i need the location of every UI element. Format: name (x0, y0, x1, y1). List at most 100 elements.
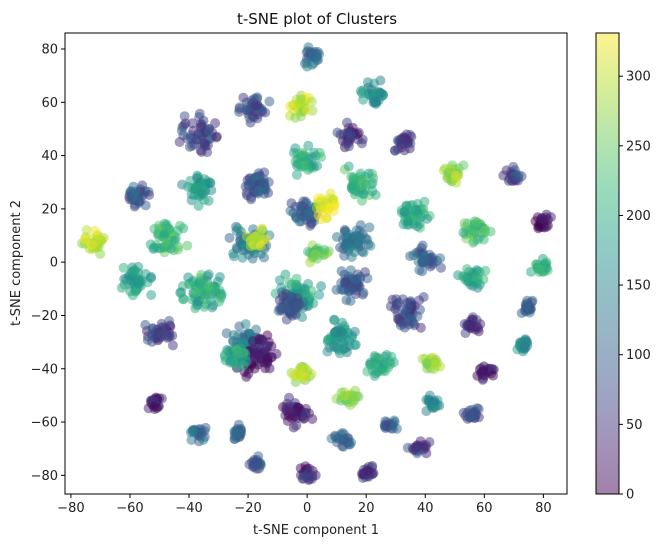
data-point (341, 277, 351, 287)
data-point (370, 96, 381, 107)
data-point (361, 180, 371, 190)
data-point (164, 315, 175, 326)
data-point (316, 281, 327, 292)
data-point (295, 463, 306, 474)
data-point (501, 165, 512, 176)
data-point (355, 86, 366, 97)
data-point (428, 364, 439, 375)
data-point (261, 340, 272, 351)
data-point (241, 231, 252, 242)
y-tick-label: 40 (41, 149, 58, 164)
data-point (294, 98, 305, 109)
y-tick-label: −80 (31, 469, 58, 484)
data-point (375, 75, 386, 86)
data-point (349, 326, 360, 337)
data-point (214, 285, 225, 296)
data-point (89, 225, 100, 236)
colorbar-tick-label: 100 (626, 348, 651, 363)
data-point (301, 57, 312, 68)
data-point (368, 468, 379, 478)
data-point (192, 181, 203, 191)
y-tick-label: 80 (41, 42, 58, 57)
data-point (130, 286, 141, 297)
data-point (287, 406, 298, 417)
data-point (467, 281, 478, 291)
colorbar-tick-label: 200 (626, 209, 651, 224)
data-point (277, 291, 288, 302)
data-point (341, 295, 352, 306)
data-point (422, 213, 433, 224)
data-point (182, 240, 193, 251)
data-point (411, 205, 422, 216)
data-point (286, 198, 297, 209)
data-point (145, 273, 156, 283)
data-point (415, 322, 426, 333)
y-tick-label: −20 (31, 309, 58, 324)
data-point (124, 278, 135, 289)
y-tick-label: −60 (31, 416, 58, 431)
data-point (148, 242, 159, 253)
data-point (354, 231, 365, 242)
data-point (369, 351, 380, 361)
data-point (402, 216, 413, 227)
data-point (367, 186, 378, 197)
data-point (462, 264, 472, 274)
data-point (386, 351, 397, 362)
data-point (408, 250, 419, 261)
data-point (458, 407, 469, 418)
data-point (118, 262, 129, 273)
colorbar-ticks: 0 50 100 150 200 250 300 (619, 70, 651, 503)
data-point (233, 349, 243, 360)
colorbar-tick-label: 150 (626, 279, 651, 294)
data-point (445, 163, 456, 174)
data-point (420, 255, 431, 266)
data-point (146, 290, 157, 300)
data-point (238, 92, 249, 103)
data-point (358, 94, 369, 105)
data-point (303, 208, 313, 219)
data-point (337, 317, 348, 328)
data-point (192, 173, 203, 184)
x-tick-label: 60 (476, 501, 493, 516)
data-point (180, 118, 191, 129)
x-tick-label: 20 (358, 501, 375, 516)
data-point (152, 403, 163, 413)
data-point (349, 181, 360, 192)
data-point (336, 387, 347, 398)
colorbar-tick-label: 50 (626, 418, 643, 433)
data-point (478, 365, 489, 376)
data-point (193, 200, 204, 211)
data-point (174, 137, 185, 147)
data-point (369, 361, 380, 372)
data-point (537, 213, 548, 224)
data-point (129, 201, 140, 212)
data-point (234, 103, 245, 114)
colorbar-tick-label: 0 (626, 488, 634, 503)
data-point (230, 427, 241, 437)
data-point (252, 348, 263, 359)
data-point (291, 169, 302, 180)
data-point (250, 232, 261, 243)
data-point (232, 223, 243, 234)
data-point (252, 457, 263, 468)
data-point (308, 50, 319, 61)
data-point (312, 253, 323, 264)
data-point (134, 275, 145, 286)
data-point (346, 171, 357, 182)
data-point (329, 315, 340, 326)
colorbar-tick-label: 300 (626, 70, 651, 85)
data-point (203, 140, 213, 151)
data-point (116, 282, 127, 293)
data-point (417, 240, 428, 251)
data-point (480, 265, 491, 276)
data-point (401, 200, 412, 211)
data-point (421, 358, 432, 369)
data-point (364, 222, 375, 233)
data-point (291, 279, 302, 290)
data-point (468, 226, 479, 237)
data-point (195, 279, 206, 290)
data-point (477, 374, 488, 385)
data-point (316, 152, 326, 163)
data-point (197, 188, 208, 199)
